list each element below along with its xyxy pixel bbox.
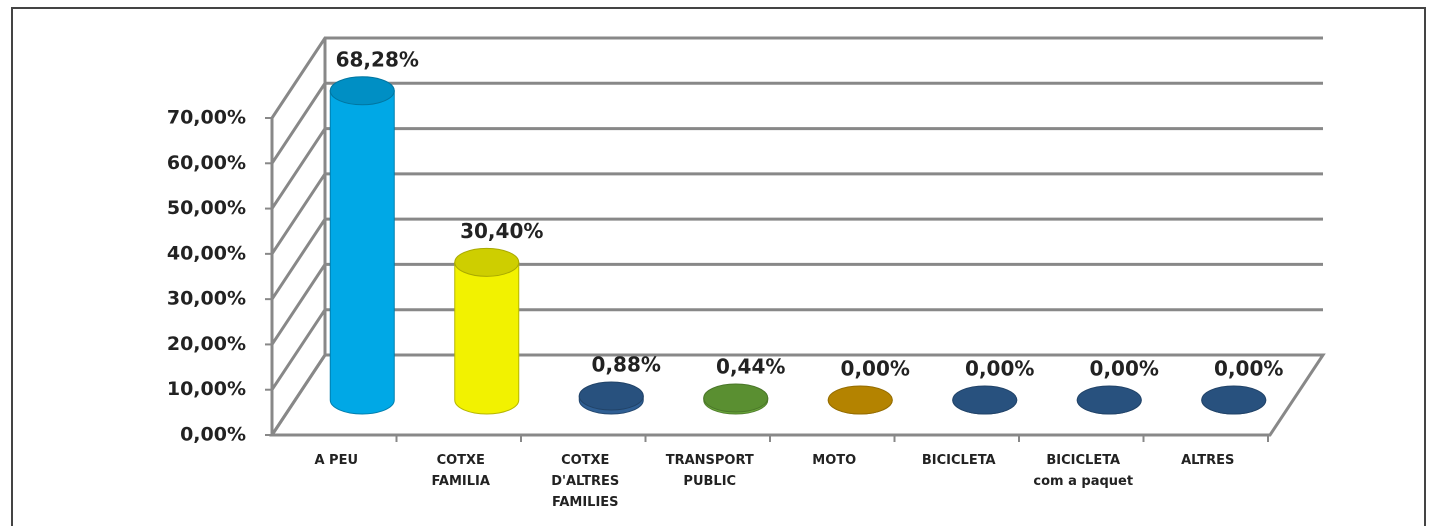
y-tick-label: 20,00% [167, 333, 246, 355]
bar [329, 76, 395, 415]
bar-top [1201, 385, 1267, 415]
grid-line [270, 353, 1323, 436]
x-tick-label: COTXE FAMILIA [431, 453, 490, 489]
grid-line [270, 262, 1323, 346]
value-label: 0,00% [1214, 357, 1283, 381]
x-tick-label: A PEU [314, 453, 359, 468]
x-tick-label: COTXE D'ALTRES FAMILIES [551, 453, 620, 510]
value-label: 68,28% [336, 47, 419, 71]
y-tick-label: 60,00% [167, 152, 246, 174]
grid-line [270, 308, 1323, 391]
grid-line [270, 81, 1323, 165]
bar [952, 385, 1018, 415]
x-tick-label: ALTRES [1181, 453, 1235, 468]
grid-line [270, 36, 1323, 119]
grid-line [270, 217, 1323, 300]
x-tick-label: MOTO [812, 453, 857, 468]
y-tick-label: 70,00% [167, 107, 246, 129]
bar-body [454, 261, 520, 415]
bar-top [329, 76, 395, 106]
bar-body [329, 90, 395, 415]
y-tick-label: 50,00% [167, 197, 246, 219]
grid-line [270, 127, 1323, 210]
y-tick-label: 0,00% [180, 424, 246, 446]
bar [1076, 385, 1142, 415]
value-label: 0,00% [1090, 357, 1159, 381]
value-label: 0,88% [592, 353, 661, 377]
bar-top [703, 383, 769, 413]
value-label: 0,00% [841, 357, 910, 381]
grid-line [270, 172, 1323, 255]
bar [827, 385, 893, 415]
y-tick-label: 30,00% [167, 288, 246, 310]
bar [703, 383, 769, 415]
value-label: 0,44% [716, 355, 785, 379]
chart-frame [11, 7, 1426, 526]
x-tick-label: TRANSPORT PUBLIC [665, 453, 754, 489]
bar-top [827, 385, 893, 415]
bar [1201, 385, 1267, 415]
x-tick-label: BICICLETA [921, 453, 996, 468]
bar [578, 381, 644, 415]
value-label: 0,00% [965, 357, 1034, 381]
bar-top [454, 247, 520, 277]
x-tick-label: BICICLETA com a paquet [1033, 453, 1134, 489]
bar [454, 247, 520, 415]
value-label: 30,40% [460, 219, 543, 243]
y-tick-label: 10,00% [167, 378, 246, 400]
bar-top [578, 381, 644, 411]
bar-top [1076, 385, 1142, 415]
y-tick-label: 40,00% [167, 242, 246, 264]
floor [269, 353, 1326, 437]
bar-top [952, 385, 1018, 415]
